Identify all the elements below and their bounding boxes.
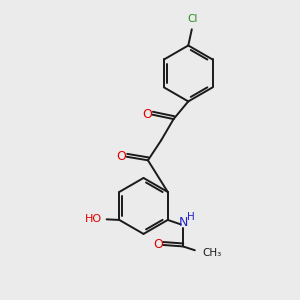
Text: H: H xyxy=(187,212,195,222)
Text: O: O xyxy=(142,108,152,121)
Text: HO: HO xyxy=(85,214,102,224)
Text: N: N xyxy=(178,216,188,230)
Text: O: O xyxy=(116,150,126,163)
Text: Cl: Cl xyxy=(187,14,198,24)
Text: O: O xyxy=(153,238,163,251)
Text: CH₃: CH₃ xyxy=(202,248,221,258)
